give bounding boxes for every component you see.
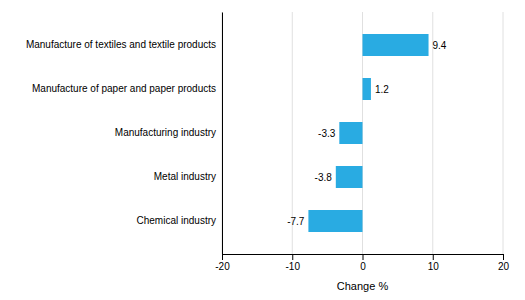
x-tick-mark [433, 254, 434, 260]
x-tick-label: 0 [360, 261, 366, 272]
x-tick-label: -20 [215, 261, 230, 272]
y-tick-label: Manufacture of textiles and textile prod… [26, 39, 216, 50]
x-tick: 0 [360, 254, 366, 272]
x-tick-label: 20 [498, 261, 510, 272]
x-tick-label: -10 [286, 261, 301, 272]
grid-line [503, 12, 504, 254]
x-tick-mark [363, 254, 364, 260]
y-axis: Chemical industry Metal industry Manufactu… [26, 13, 223, 255]
y-tick: Manufacture of paper and paper products [32, 83, 222, 94]
x-tick-mark [503, 254, 504, 260]
data-label: -7.7 [287, 216, 305, 227]
x-tick: 10 [428, 254, 440, 272]
x-tick-label: 10 [428, 261, 440, 272]
bars [308, 34, 428, 232]
y-tick: Metal industry [154, 171, 222, 182]
x-tick: 20 [498, 254, 510, 272]
data-label: -3.8 [315, 172, 333, 183]
data-label: 9.4 [433, 40, 447, 51]
x-tick-mark [292, 254, 293, 260]
bar [336, 166, 363, 188]
y-tick-label: Chemical industry [137, 215, 216, 226]
x-tick-mark [222, 254, 223, 260]
chart: -7.7 -3.8 -3.3 1.2 9.4 -20 -10 0 10 20 Chemical in… [0, 0, 525, 300]
x-axis-title: Change % [337, 280, 389, 292]
grid [222, 12, 503, 254]
bar [363, 78, 371, 100]
y-tick: Manufacture of textiles and textile prod… [26, 39, 222, 50]
x-axis-line [223, 255, 504, 261]
bar [363, 34, 429, 56]
data-label: 1.2 [375, 84, 389, 95]
y-tick-label: Metal industry [154, 171, 216, 182]
data-label: -3.3 [318, 128, 336, 139]
bar [339, 122, 362, 144]
y-tick-label: Manufacture of paper and paper products [32, 83, 216, 94]
plot: -7.7 -3.8 -3.3 1.2 9.4 -20 -10 0 10 20 Chemical in… [26, 12, 510, 272]
data-labels: -7.7 -3.8 -3.3 1.2 9.4 [287, 40, 447, 227]
x-tick: -10 [286, 254, 301, 272]
y-tick: Manufacturing industry [115, 127, 222, 138]
y-tick: Chemical industry [137, 215, 222, 226]
x-tick: -20 [215, 254, 230, 272]
bar [308, 210, 362, 232]
y-tick-label: Manufacturing industry [115, 127, 216, 138]
x-axis: -20 -10 0 10 20 [215, 254, 509, 272]
y-axis-line [222, 13, 223, 255]
grid-line [222, 12, 223, 254]
